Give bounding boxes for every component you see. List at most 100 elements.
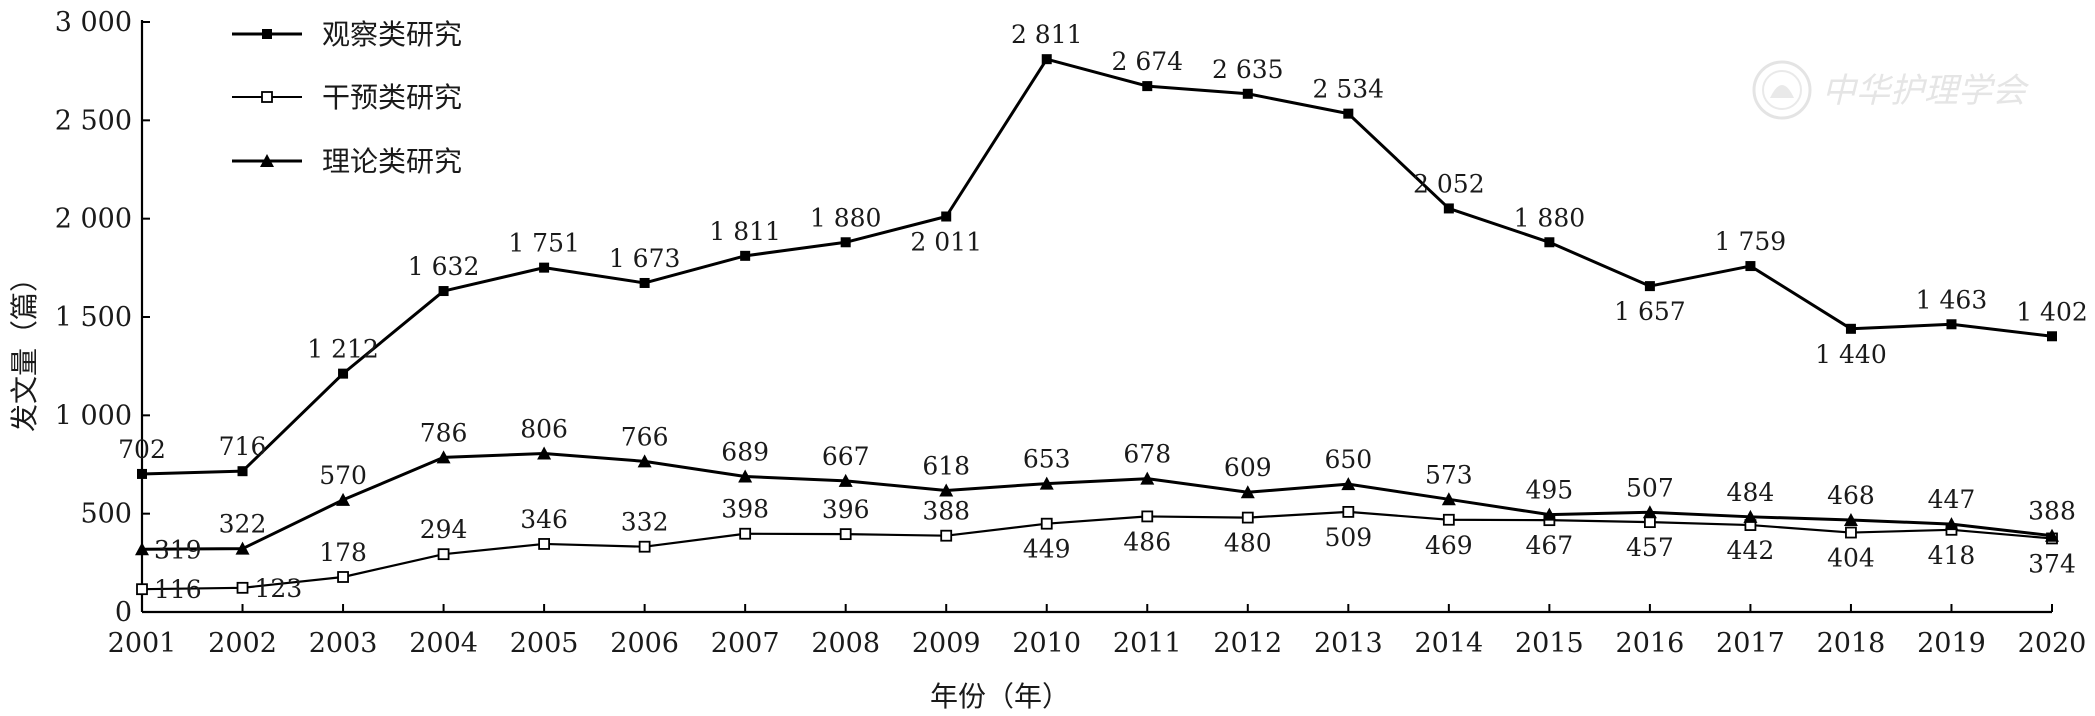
data-point xyxy=(739,527,752,540)
data-point xyxy=(941,211,952,222)
data-point xyxy=(2047,331,2057,342)
y-axis-title: 发文量（篇） xyxy=(8,264,41,432)
x-tick-label: 2017 xyxy=(1716,628,1785,659)
data-label-intervention: 398 xyxy=(721,495,769,524)
data-label-intervention: 418 xyxy=(1928,541,1976,570)
y-tick-label: 500 xyxy=(80,499,132,530)
legend-label-observational: 观察类研究 xyxy=(322,18,462,51)
data-point xyxy=(538,538,551,550)
data-label-theoretical: 573 xyxy=(1425,460,1473,489)
data-label-observational: 1 751 xyxy=(508,229,580,258)
data-point xyxy=(1240,485,1255,499)
x-tick-label: 2020 xyxy=(2018,628,2087,659)
data-label-observational: 1 811 xyxy=(709,217,781,246)
x-tick-label: 2012 xyxy=(1213,628,1282,659)
legend-item-intervention: 干预类研究 xyxy=(232,81,462,114)
data-label-intervention: 486 xyxy=(1123,527,1171,556)
data-point xyxy=(1544,237,1555,248)
data-label-intervention: 480 xyxy=(1224,529,1272,558)
data-point xyxy=(136,583,148,596)
data-label-intervention: 116 xyxy=(154,575,202,604)
data-point xyxy=(1644,281,1655,292)
y-tick-label: 2 000 xyxy=(55,204,132,235)
data-label-observational: 1 880 xyxy=(810,203,882,232)
data-label-theoretical: 678 xyxy=(1123,440,1171,469)
data-label-observational: 1 402 xyxy=(2016,297,2088,326)
data-label-observational: 702 xyxy=(118,435,166,464)
data-label-observational: 1 673 xyxy=(609,244,681,273)
data-label-observational: 1 632 xyxy=(408,252,480,281)
series-line-theoretical xyxy=(141,451,2053,551)
x-tick-label: 2001 xyxy=(108,628,177,659)
x-tick-label: 2014 xyxy=(1414,628,1483,659)
x-tick-label: 2006 xyxy=(610,628,679,659)
data-point xyxy=(1039,476,1054,490)
data-label-theoretical: 806 xyxy=(520,414,568,443)
data-label-observational: 2 534 xyxy=(1313,75,1385,104)
data-point xyxy=(1242,88,1253,99)
watermark-text: 中华护理学会 xyxy=(1822,71,2030,111)
data-point xyxy=(236,581,249,594)
data-label-theoretical: 650 xyxy=(1324,445,1372,474)
y-tick-label: 1 000 xyxy=(55,400,132,431)
data-label-intervention: 509 xyxy=(1324,523,1372,552)
data-point xyxy=(839,528,852,541)
data-point xyxy=(1845,526,1857,539)
data-point xyxy=(1341,477,1356,491)
data-label-theoretical: 653 xyxy=(1023,445,1071,474)
legend-label-intervention: 干预类研究 xyxy=(322,81,462,114)
data-label-intervention: 442 xyxy=(1727,536,1775,565)
data-point xyxy=(838,473,853,487)
data-point xyxy=(1041,54,1052,65)
data-label-intervention: 388 xyxy=(922,497,970,526)
y-tick-label: 0 xyxy=(115,597,132,628)
data-point xyxy=(1845,323,1856,334)
x-tick-label: 2015 xyxy=(1515,628,1584,659)
data-label-intervention: 374 xyxy=(2028,549,2076,578)
data-point xyxy=(639,277,650,288)
data-label-theoretical: 388 xyxy=(2028,497,2076,526)
data-label-theoretical: 484 xyxy=(1727,478,1775,507)
legend-label-theoretical: 理论类研究 xyxy=(322,145,462,178)
data-point xyxy=(1743,509,1758,523)
data-point xyxy=(1745,261,1756,272)
data-label-observational: 1 440 xyxy=(1815,340,1887,369)
data-point xyxy=(1040,517,1053,530)
data-label-theoretical: 570 xyxy=(319,461,367,490)
data-point xyxy=(438,286,449,297)
x-axis-title: 年份（年） xyxy=(930,680,1070,713)
data-label-intervention: 457 xyxy=(1626,533,1674,562)
data-label-theoretical: 495 xyxy=(1526,476,1574,505)
x-tick-label: 2018 xyxy=(1817,628,1886,659)
data-label-intervention: 294 xyxy=(420,515,468,544)
data-label-intervention: 123 xyxy=(255,574,303,603)
data-label-intervention: 469 xyxy=(1425,531,1473,560)
data-point xyxy=(436,450,451,464)
data-label-observational: 1 880 xyxy=(1514,203,1586,232)
legend-item-theoretical: 理论类研究 xyxy=(232,145,462,178)
data-point xyxy=(537,446,552,460)
x-tick-label: 2010 xyxy=(1012,628,1081,659)
data-point xyxy=(1342,505,1355,518)
data-point xyxy=(1140,471,1155,485)
data-point xyxy=(740,250,751,261)
data-label-intervention: 396 xyxy=(822,495,870,524)
data-label-observational: 1 657 xyxy=(1614,297,1686,326)
data-point xyxy=(1441,492,1456,506)
data-point xyxy=(1141,510,1154,523)
watermark-logo: 中华护理学会 xyxy=(1752,60,2030,120)
data-label-observational: 2 052 xyxy=(1413,169,1485,198)
data-point xyxy=(135,542,149,556)
data-labels: 702 716 1 212 1 632 1 751 1 673 1 811 1 880 2 01… xyxy=(118,20,2088,604)
axes: 0 500 1 000 1 500 2 000 2 500 3 000 2001 2002 200… xyxy=(55,7,2087,659)
data-label-observational: 1 759 xyxy=(1715,227,1787,256)
data-point xyxy=(2045,528,2059,542)
legend-item-observational: 观察类研究 xyxy=(232,18,462,51)
data-label-observational: 1 463 xyxy=(1916,285,1988,314)
y-tick-label: 2 500 xyxy=(55,105,132,136)
data-label-intervention: 404 xyxy=(1827,544,1875,573)
data-label-observational: 2 011 xyxy=(910,228,982,257)
data-point xyxy=(1241,511,1254,524)
data-point xyxy=(237,466,248,477)
